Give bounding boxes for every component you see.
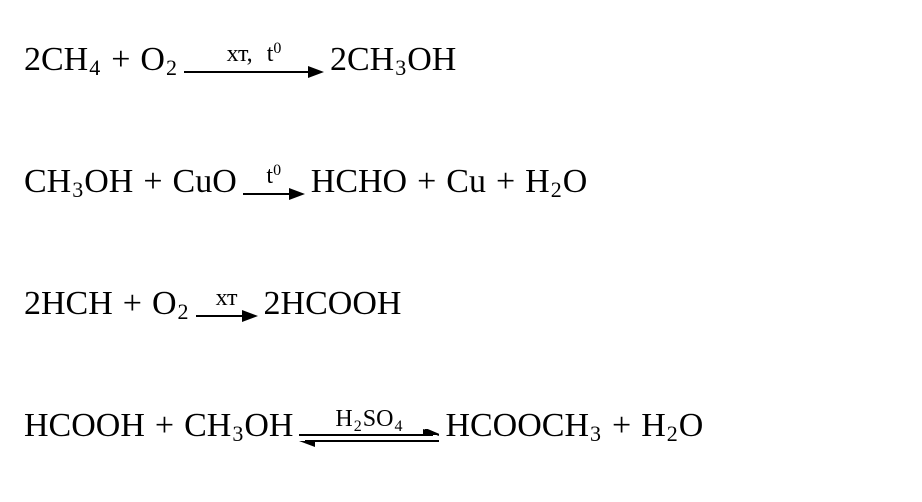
- eq2-rhs3a-sub: 2: [551, 179, 562, 201]
- eq4-lhs1: HCOOH: [24, 409, 145, 443]
- eq1-arrow-label-t-sup: 0: [273, 40, 281, 57]
- eq4-rhs2: H 2 O: [641, 409, 703, 443]
- eq1-rhs-coef1: 2: [330, 43, 347, 77]
- eq2-lhs1a: CH: [24, 165, 71, 199]
- eq3-lhs2a-sub: 2: [178, 301, 189, 323]
- eq2-rhs3b: O: [563, 165, 588, 199]
- eq3-lhs2a: O: [152, 287, 177, 321]
- equations-page: 2 CH 4 + O 2 хт, t0 2 CH 3 OH: [0, 0, 922, 482]
- eq2-rhs2: Cu: [446, 165, 486, 199]
- equation-3: 2 HCH + O 2 хт 2 HCOOH: [24, 272, 898, 336]
- equation-1: 2 CH 4 + O 2 хт, t0 2 CH 3 OH: [24, 28, 898, 92]
- eq3-arrow-label-left: хт: [216, 286, 238, 310]
- eq3-lhs-coef1: 2: [24, 287, 41, 321]
- eq3-rhs1: HCOOH: [281, 287, 402, 321]
- eq1-lhs2: O 2: [140, 43, 178, 77]
- eq4-lhs2a: CH: [184, 409, 231, 443]
- eq2-arrow: t0: [243, 162, 305, 202]
- eq4-lhs2b: OH: [244, 409, 293, 443]
- eq4-arrow-label-a-sub: 2: [354, 419, 362, 435]
- eq2-lhs1b: OH: [84, 165, 133, 199]
- eq1-lhs2a-sub: 2: [166, 57, 177, 79]
- eq2-arrow-label: t0: [266, 162, 281, 188]
- eq4-lhs2: CH 3 OH: [184, 409, 293, 443]
- eq1-plus1: +: [111, 43, 130, 77]
- eq1-rhs1b: OH: [407, 43, 456, 77]
- forward-arrow-icon: [243, 186, 305, 202]
- eq1-rhs1a: CH: [347, 43, 394, 77]
- eq1-arrow-label-left: хт,: [227, 42, 253, 66]
- eq1-arrow-label: хт, t0: [227, 40, 282, 66]
- eq4-arrow: H2SO4: [299, 405, 439, 447]
- eq4-arrow-label-b: SO: [363, 407, 394, 431]
- eq4-rhs2b: O: [679, 409, 704, 443]
- eq4-arrow-label: H2SO4: [335, 405, 403, 431]
- eq1-lhs1a: CH: [41, 43, 88, 77]
- eq1-lhs2a: O: [140, 43, 165, 77]
- eq2-plus1: +: [143, 165, 162, 199]
- eq3-rhs-coef1: 2: [264, 287, 281, 321]
- equilibrium-arrow-icon: [299, 429, 439, 447]
- eq4-rhs1a-sub: 3: [590, 423, 601, 445]
- eq1-lhs1a-sub: 4: [89, 57, 100, 79]
- eq3-lhs2: O 2: [152, 287, 190, 321]
- eq2-plus2: +: [417, 165, 436, 199]
- eq4-rhs1a: HCOOCH: [445, 409, 589, 443]
- forward-arrow-icon: [184, 64, 324, 80]
- eq3-plus1: +: [123, 287, 142, 321]
- eq4-rhs2a: H: [641, 409, 666, 443]
- forward-arrow-icon: [196, 308, 258, 324]
- eq4-rhs1: HCOOCH 3: [445, 409, 602, 443]
- eq1-lhs1: CH 4: [41, 43, 101, 77]
- eq2-lhs1a-sub: 3: [72, 179, 83, 201]
- eq4-plus1: +: [155, 409, 174, 443]
- eq2-rhs3a: H: [525, 165, 550, 199]
- eq1-rhs1a-sub: 3: [395, 57, 406, 79]
- eq2-lhs1: CH 3 OH: [24, 165, 133, 199]
- eq2-rhs3: H 2 O: [525, 165, 587, 199]
- eq1-rhs1: CH 3 OH: [347, 43, 456, 77]
- eq2-arrow-label-t-sup: 0: [273, 162, 281, 179]
- eq2-rhs1: HCHO: [311, 165, 407, 199]
- eq2-lhs2: CuO: [173, 165, 237, 199]
- eq4-rhs2a-sub: 2: [667, 423, 678, 445]
- eq3-arrow-label: хт: [216, 284, 238, 310]
- eq1-lhs-coef1: 2: [24, 43, 41, 77]
- eq4-arrow-label-a: H: [335, 407, 352, 431]
- eq2-plus3: +: [496, 165, 515, 199]
- equation-4: HCOOH + CH 3 OH H2SO4 HCOOCH 3 +: [24, 394, 898, 458]
- eq4-lhs2a-sub: 3: [232, 423, 243, 445]
- eq1-arrow: хт, t0: [184, 40, 324, 80]
- eq3-arrow: хт: [196, 284, 258, 324]
- equation-2: CH 3 OH + CuO t0 HCHO + Cu + H 2 O: [24, 150, 898, 214]
- eq4-plus2: +: [612, 409, 631, 443]
- eq4-arrow-label-b-sub: 4: [394, 419, 402, 435]
- eq3-lhs1: HCH: [41, 287, 113, 321]
